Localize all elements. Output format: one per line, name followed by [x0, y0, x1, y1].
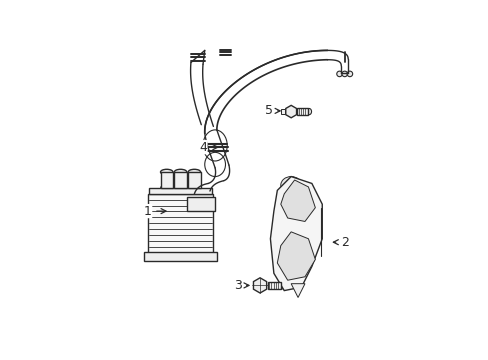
Ellipse shape: [203, 252, 213, 261]
Bar: [147, 194, 213, 253]
Ellipse shape: [174, 169, 186, 175]
Ellipse shape: [188, 169, 200, 175]
Polygon shape: [270, 176, 322, 291]
Bar: [174, 172, 186, 188]
Ellipse shape: [148, 245, 155, 252]
Ellipse shape: [299, 248, 307, 257]
Text: 1: 1: [143, 204, 151, 217]
Bar: [188, 172, 200, 188]
Ellipse shape: [148, 194, 155, 202]
Ellipse shape: [205, 245, 212, 252]
Bar: [160, 172, 173, 188]
Ellipse shape: [188, 185, 200, 190]
Ellipse shape: [336, 71, 342, 77]
Polygon shape: [253, 278, 266, 293]
Ellipse shape: [306, 108, 311, 115]
Ellipse shape: [279, 282, 285, 289]
Ellipse shape: [280, 176, 301, 194]
Ellipse shape: [174, 185, 186, 190]
Ellipse shape: [346, 71, 352, 77]
Bar: [187, 197, 215, 211]
Ellipse shape: [205, 194, 212, 202]
Polygon shape: [290, 284, 305, 297]
Ellipse shape: [148, 252, 158, 261]
Text: 3: 3: [233, 279, 241, 292]
Ellipse shape: [299, 221, 307, 229]
Bar: [267, 282, 280, 289]
Polygon shape: [277, 232, 315, 280]
Text: 5: 5: [264, 104, 272, 117]
Text: 4: 4: [199, 141, 206, 154]
Ellipse shape: [206, 201, 213, 208]
Ellipse shape: [341, 71, 347, 77]
Polygon shape: [285, 105, 296, 118]
Bar: [280, 109, 285, 114]
Ellipse shape: [160, 169, 173, 175]
Ellipse shape: [188, 201, 196, 208]
Bar: [149, 188, 211, 194]
Text: 2: 2: [340, 236, 348, 249]
Polygon shape: [280, 180, 315, 221]
Bar: [144, 252, 216, 261]
Ellipse shape: [160, 185, 173, 190]
Bar: [297, 108, 307, 115]
